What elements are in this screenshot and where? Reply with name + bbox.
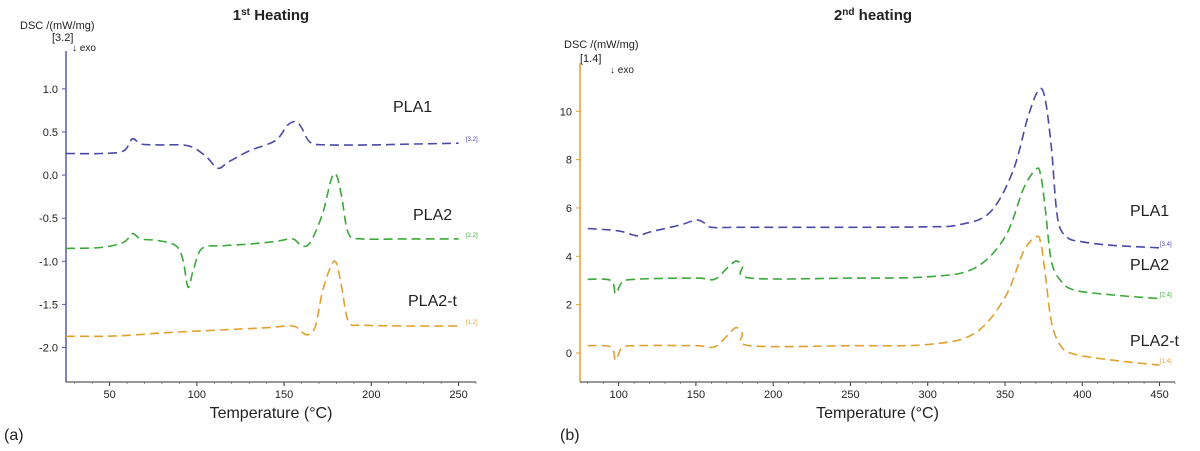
- series-label-pla2-t: PLA2-t: [408, 293, 457, 310]
- y-axis-label: DSC /(mW/mg): [564, 39, 639, 51]
- chart-title-superscript: nd: [842, 7, 854, 18]
- chart-title-rest: heating: [855, 7, 913, 24]
- x-tick-label: 200: [362, 389, 380, 401]
- x-tick-label: 150: [275, 389, 293, 401]
- y-scale-marker: [1.4]: [580, 53, 601, 65]
- y-tick-label: 0.5: [43, 127, 58, 139]
- chart-title: 1st Heating: [233, 7, 309, 25]
- series-line-pla1: [65, 120, 459, 170]
- series-label-pla1: PLA1: [393, 99, 432, 116]
- series-end-tag: [1.2]: [466, 320, 478, 326]
- x-tick-label: 400: [1073, 389, 1091, 401]
- chart-title: 2nd heating: [834, 7, 912, 25]
- x-tick-label: 250: [841, 389, 859, 401]
- series-end-tag: [1.4]: [1160, 359, 1172, 365]
- series-end-tag: [2.2]: [466, 233, 478, 239]
- y-tick-label: -0.5: [39, 213, 58, 225]
- panel-label: (b): [560, 427, 580, 444]
- series-line-pla2-t: [587, 235, 1160, 366]
- y-axis-label: DSC /(mW/mg): [20, 20, 95, 32]
- chart-title-rest: Heating: [250, 7, 309, 24]
- x-tick-label: 100: [609, 389, 627, 401]
- series-line-pla2-t: [65, 260, 459, 338]
- series-end-tag: [3.4]: [1160, 242, 1172, 248]
- chart-title-number: 2: [834, 7, 842, 24]
- y-tick-label: 8: [566, 155, 572, 167]
- x-tick-label: 350: [996, 389, 1014, 401]
- x-tick-label: 150: [687, 389, 705, 401]
- y-tick-label: -1.5: [39, 299, 58, 311]
- x-tick-label: 100: [188, 389, 206, 401]
- x-tick-label: 200: [764, 389, 782, 401]
- y-tick-label: 1.0: [43, 84, 58, 96]
- series-label-pla2-t: PLA2-t: [1130, 333, 1179, 350]
- exo-label: ↓ exo: [610, 65, 634, 76]
- x-axis-label: Temperature (°C): [210, 405, 333, 422]
- y-scale-marker: [3.2]: [52, 32, 73, 44]
- y-tick-label: -1.0: [39, 256, 58, 268]
- panel-label: (a): [4, 427, 24, 444]
- chart-title-number: 1: [233, 7, 241, 24]
- x-tick-label: 50: [103, 389, 115, 401]
- chart-title-superscript: st: [241, 7, 251, 18]
- x-tick-label: 450: [1150, 389, 1168, 401]
- exo-label: ↓ exo: [72, 43, 96, 54]
- series-line-pla1: [587, 87, 1160, 249]
- series-end-tag: [2.4]: [1160, 293, 1172, 299]
- series-line-pla2: [587, 167, 1160, 300]
- series-label-pla2: PLA2: [1130, 257, 1169, 274]
- series-label-pla2: PLA2: [413, 207, 452, 224]
- x-tick-label: 250: [449, 389, 467, 401]
- x-axis-label: Temperature (°C): [816, 405, 939, 422]
- y-tick-label: 10: [560, 106, 572, 118]
- series-line-pla2: [65, 172, 459, 289]
- y-tick-label: 2: [566, 300, 572, 312]
- y-tick-label: 0: [566, 348, 572, 360]
- y-tick-label: -2.0: [39, 343, 58, 355]
- y-tick-label: 6: [566, 203, 572, 215]
- x-tick-label: 300: [919, 389, 937, 401]
- series-label-pla1: PLA1: [1130, 203, 1169, 220]
- y-tick-label: 4: [566, 251, 572, 263]
- series-end-tag: [3.2]: [466, 137, 478, 143]
- y-tick-label: 0.0: [43, 170, 58, 182]
